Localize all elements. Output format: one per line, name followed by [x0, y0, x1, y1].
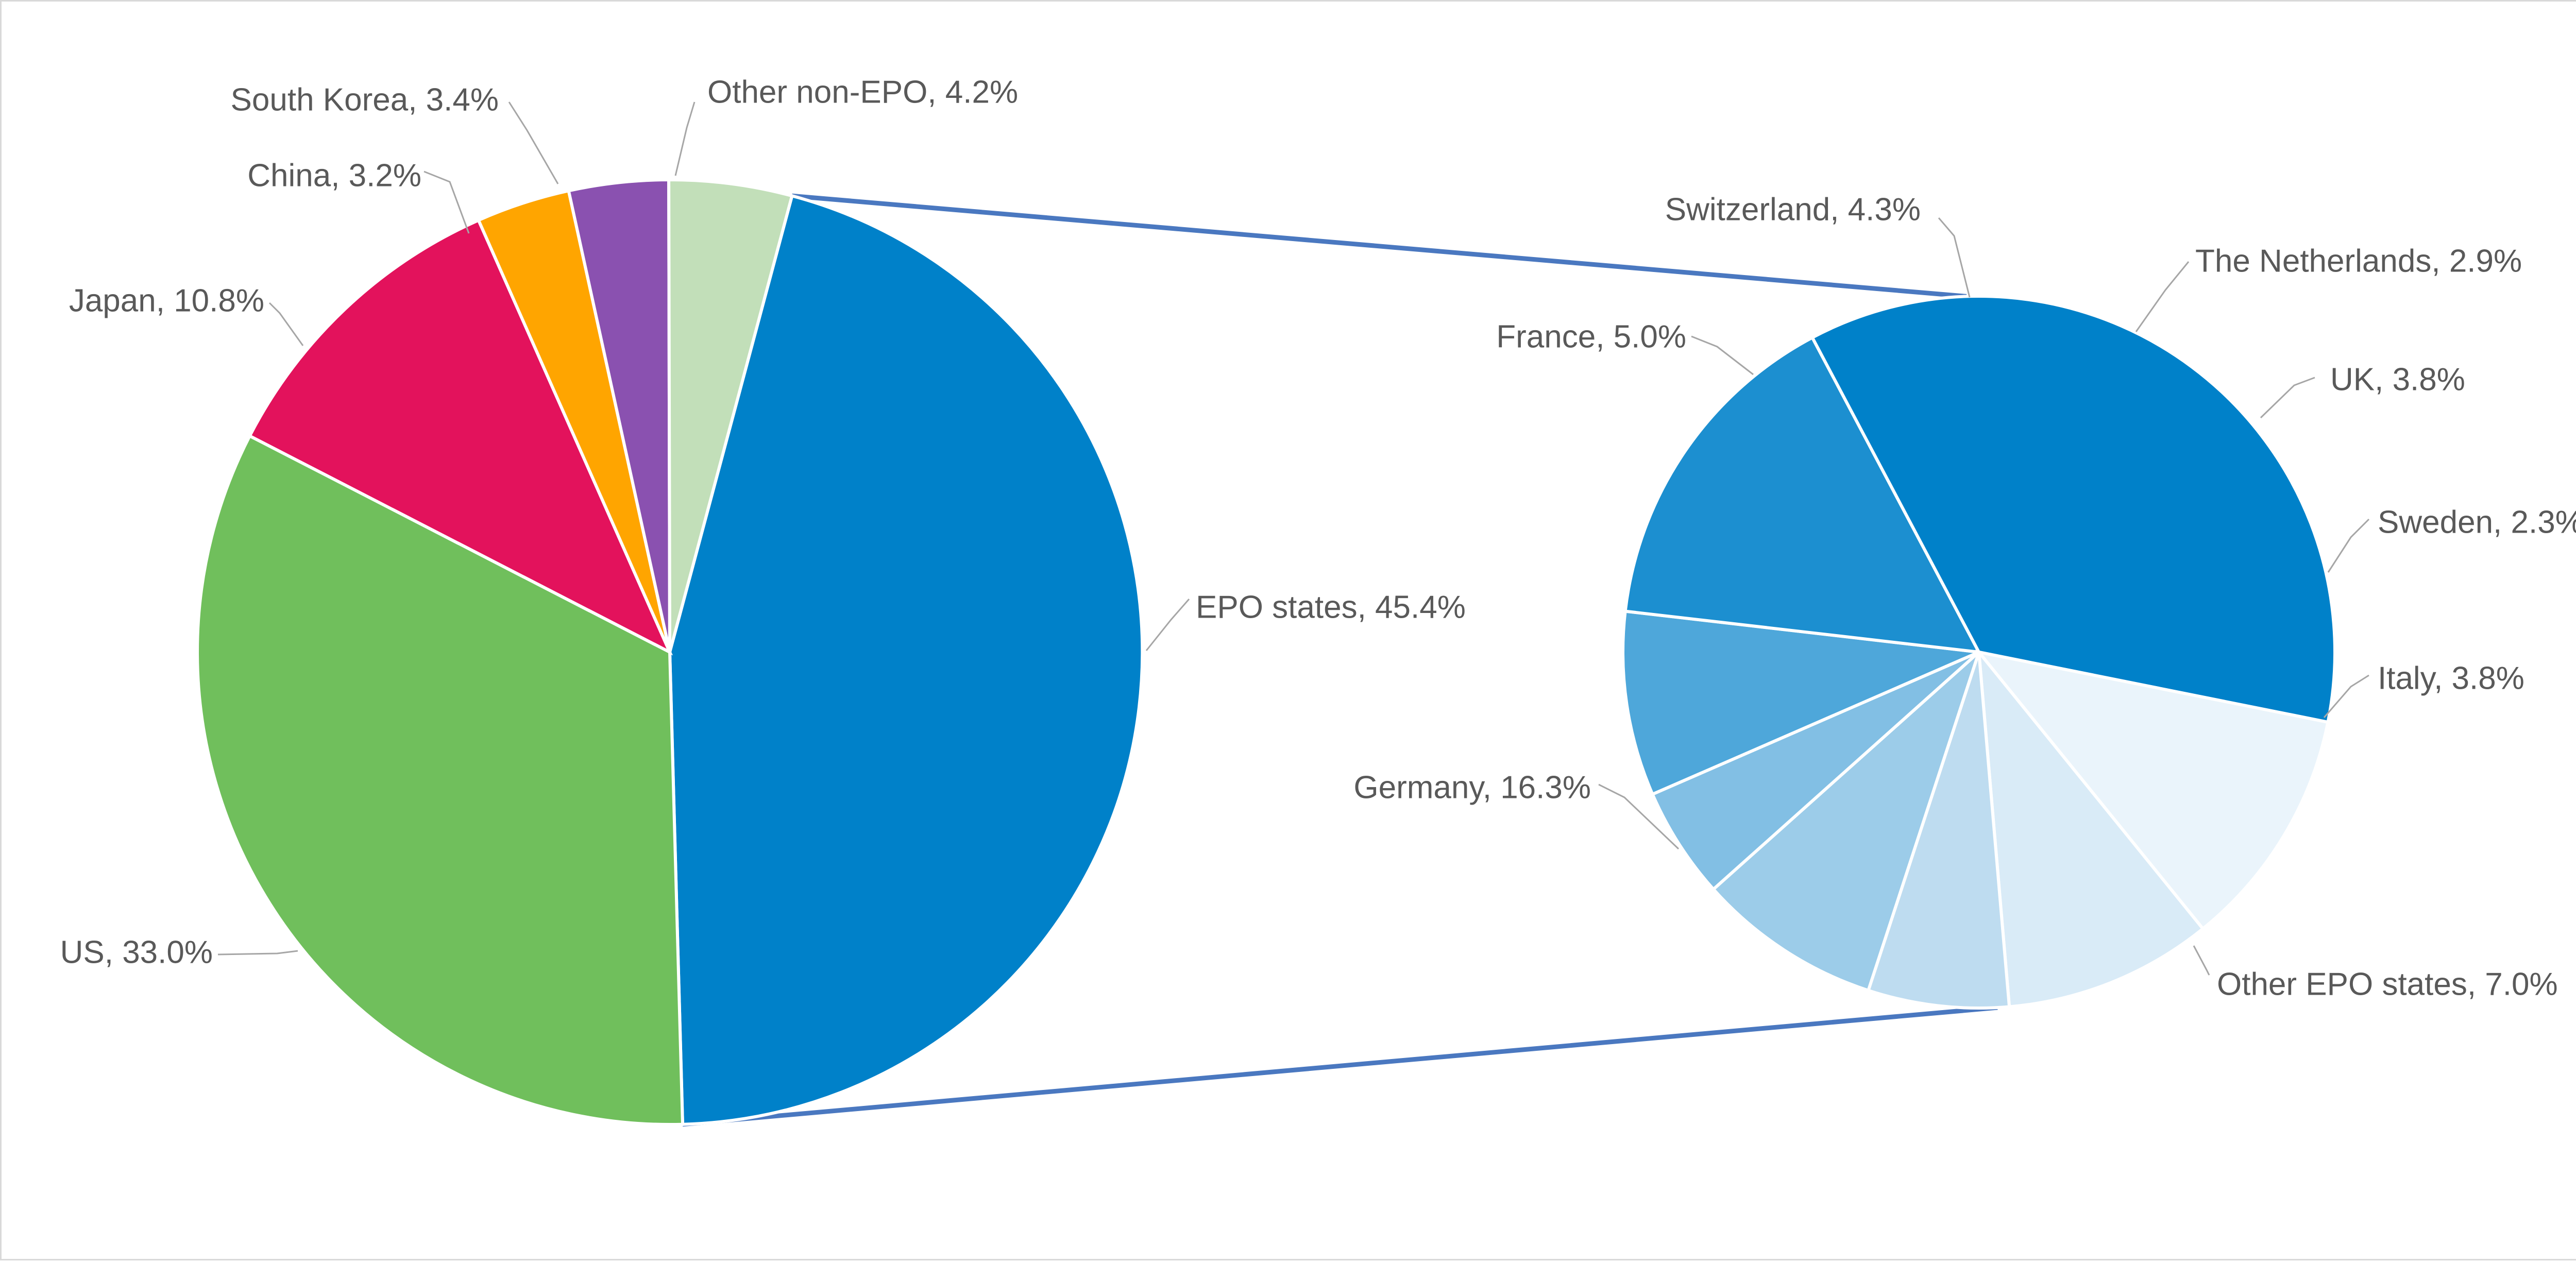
secondary-slice-sweden [1650, 651, 1980, 892]
secondary-slice-other-epo-states [1623, 335, 1982, 654]
secondary-slice-italy [1621, 609, 1985, 796]
main-label-us: US, 33.0% [60, 934, 213, 970]
connector-line-top [791, 193, 1967, 299]
secondary-leader-other-epo-states [2193, 945, 2210, 976]
secondary-slice-uk [1711, 647, 1982, 993]
main-pie [196, 178, 1144, 1127]
secondary-leader-germany [1598, 783, 1680, 850]
secondary-leader-sweden [2327, 518, 2370, 573]
connector-lines [682, 193, 1998, 1127]
main-slice-japan [247, 218, 673, 656]
secondary-leader-uk [2260, 377, 2315, 419]
secondary-label-uk: UK, 3.8% [2330, 362, 2465, 397]
main-leader-japan [268, 302, 304, 346]
main-label-japan: Japan, 10.8% [69, 283, 264, 318]
secondary-label-other-epo-states: Other EPO states, 7.0% [2217, 966, 2558, 1002]
data-labels: EPO states, 45.4% US, 33.0% Japan, 10.8% Ch… [60, 74, 2576, 1002]
secondary-label-germany: Germany, 16.3% [1353, 770, 1591, 805]
secondary-slice-switzerland [1977, 647, 2206, 1009]
secondary-leader-france [1691, 335, 1754, 376]
main-slice-other-non-epo [667, 178, 794, 653]
main-label-china: China, 3.2% [247, 158, 421, 193]
secondary-label-france: France, 5.0% [1496, 319, 1686, 354]
secondary-leader-switzerland [1938, 217, 1971, 298]
main-leader-china [423, 170, 470, 234]
secondary-label-the-netherlands: The Netherlands, 2.9% [2195, 243, 2522, 279]
secondary-leader-the-netherlands [2135, 261, 2190, 332]
main-label-south-korea: South Korea, 3.4% [231, 82, 499, 117]
secondary-label-sweden: Sweden, 2.3% [2378, 504, 2576, 540]
main-slice-epo-states [668, 194, 1144, 1126]
main-leader-epo-states [1145, 599, 1190, 651]
main-slice-us [196, 434, 685, 1127]
secondary-label-italy: Italy, 3.8% [2378, 660, 2524, 696]
main-leader-other-non-epo [674, 101, 696, 176]
main-leader-south-korea [508, 101, 559, 184]
secondary-pie [1621, 295, 2336, 1010]
connector-line-bottom [682, 1005, 1998, 1127]
secondary-slice-the-netherlands [1866, 652, 2011, 1010]
main-label-other-non-epo: Other non-EPO, 4.2% [707, 74, 1018, 110]
secondary-slice-france [1975, 650, 2330, 931]
secondary-leader-italy [2323, 674, 2369, 718]
main-leader-us [217, 950, 298, 956]
leader-lines [217, 101, 2370, 976]
secondary-slice-germany [1810, 295, 2336, 724]
main-label-epo-states: EPO states, 45.4% [1196, 589, 1466, 625]
secondary-label-switzerland: Switzerland, 4.3% [1665, 192, 1921, 227]
